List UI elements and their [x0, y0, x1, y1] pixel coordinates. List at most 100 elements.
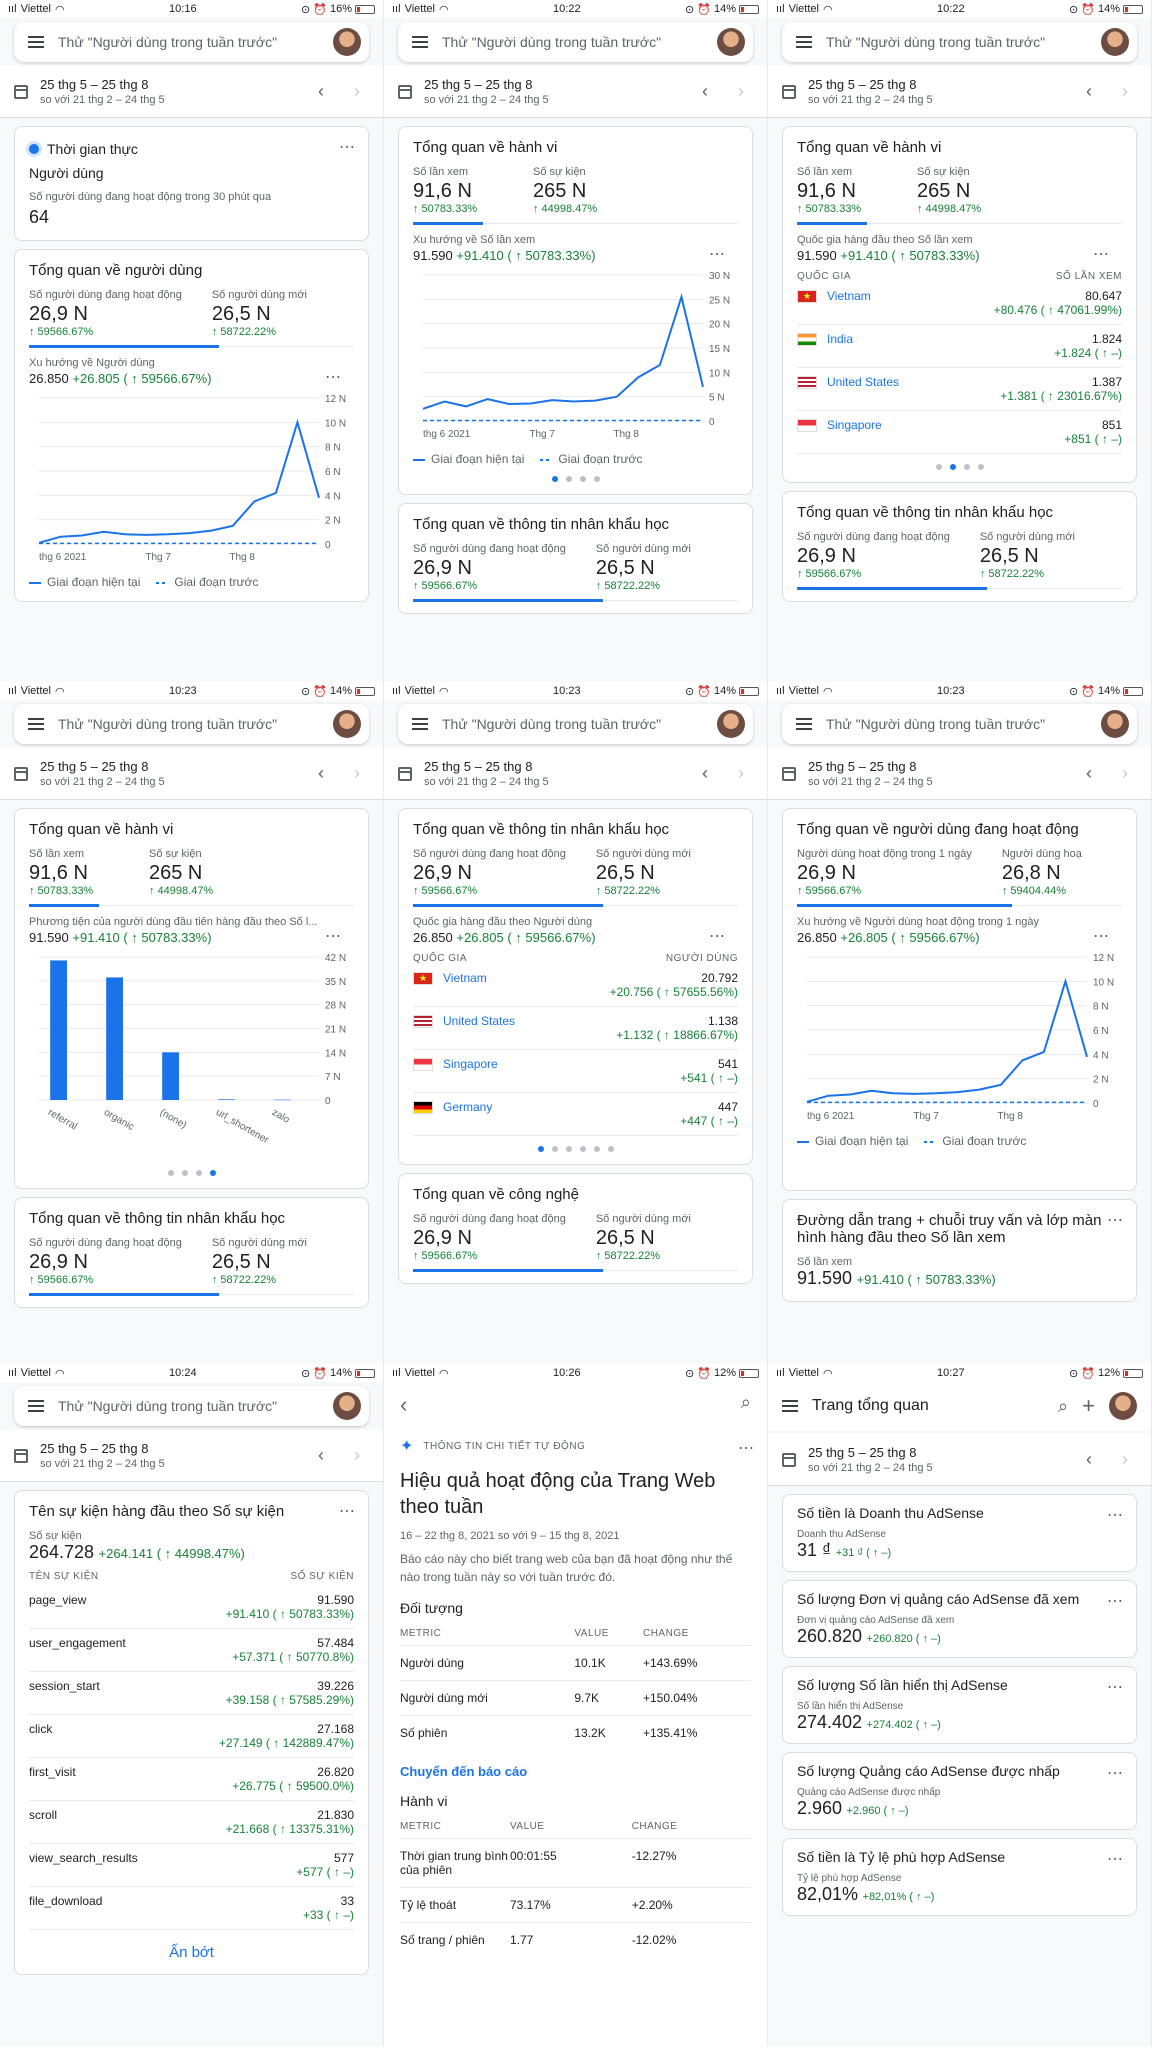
country-name[interactable]: India [827, 332, 854, 346]
show-less-button[interactable]: Ẩn bớt [169, 1944, 214, 1961]
pager-dot[interactable] [565, 476, 572, 482]
more-options-icon[interactable]: ⋯ [1107, 1765, 1124, 1782]
behavior-metrics[interactable]: Số lần xem 91,6 N ↑ 50783.33% Số sự kiện 26… [797, 166, 1122, 225]
metric-events[interactable]: Số sự kiện 265 N ↑ 44998.47% [149, 848, 239, 897]
metric-active-users[interactable]: Số người dùng đang hoạt động 26,9 N ↑ 5956… [29, 289, 182, 338]
search-bar[interactable]: Thử "Người dùng trong tuần trước" [14, 1386, 369, 1426]
more-options-icon[interactable]: ⋯ [1093, 246, 1110, 263]
avatar[interactable] [333, 28, 361, 56]
more-options-icon[interactable]: ⋯ [1107, 1679, 1124, 1696]
demographics-card[interactable]: Tổng quan về thông tin nhân khẩu học Số … [782, 491, 1137, 602]
next-period-icon[interactable]: › [354, 81, 360, 101]
country-row[interactable]: India 1.824 +1.824 ( ↑ –) [797, 325, 1122, 368]
event-row[interactable]: view_search_results 577 +577 ( ↑ –) [29, 1844, 354, 1887]
pager-dot[interactable] [209, 1170, 216, 1176]
metric-active-users[interactable]: Số người dùng đang hoạt động 26,9 N ↑ 5956… [797, 531, 950, 580]
next-period-icon[interactable]: › [354, 1445, 360, 1465]
adsense-card[interactable]: ⋯ Số tiền là Doanh thu AdSense Doanh thu A… [782, 1494, 1137, 1572]
event-row[interactable]: click 27.168 +27.149 ( ↑ 142889.47%) [29, 1715, 354, 1758]
date-range-bar[interactable]: 25 thg 5 – 25 thg 8 so với 21 thg 2 – 24 … [384, 66, 767, 118]
demographics-card[interactable]: Tổng quan về thông tin nhân khẩu học Số … [14, 1197, 369, 1308]
metric-views[interactable]: Số lần xem 91,6 N ↑ 50783.33% [797, 166, 887, 215]
country-name[interactable]: United States [827, 375, 900, 389]
calendar-icon[interactable] [14, 766, 28, 781]
pager-dot[interactable] [935, 464, 942, 470]
metric-new-users[interactable]: Số người dùng mới 26,5 N ↑ 58722.22% [596, 543, 691, 592]
next-period-icon[interactable]: › [354, 763, 360, 783]
adsense-card[interactable]: ⋯ Số lượng Quảng cáo AdSense được nhấp Quả… [782, 1752, 1137, 1830]
pager-dots[interactable] [797, 464, 1122, 470]
behavior-card[interactable]: Tổng quan về hành vi Số lần xem 91,6 N ↑ 5… [398, 126, 753, 495]
adsense-card[interactable]: ⋯ Số tiền là Tỷ lệ phù hợp AdSense Tỷ lệ p… [782, 1838, 1137, 1916]
menu-icon[interactable] [796, 36, 812, 48]
more-options-icon[interactable]: ⋯ [709, 246, 726, 263]
more-options-icon[interactable]: ⋯ [325, 369, 342, 386]
pager-dot[interactable] [949, 464, 956, 470]
add-icon[interactable]: + [1082, 1393, 1095, 1418]
pager-dot[interactable] [579, 476, 586, 482]
menu-icon[interactable] [782, 1400, 798, 1412]
pager-dots[interactable] [29, 1170, 354, 1176]
calendar-icon[interactable] [398, 766, 412, 781]
date-range-bar[interactable]: 25 thg 5 – 25 thg 8 so với 21 thg 2 – 24 … [0, 748, 383, 800]
active-users-card[interactable]: Tổng quan về người dùng đang hoạt động N… [782, 808, 1137, 1191]
date-range-bar[interactable]: 25 thg 5 – 25 thg 8 so với 21 thg 2 – 24 … [0, 66, 383, 118]
metric-1day[interactable]: Người dùng hoạt động trong 1 ngày 26,9 N ↑… [797, 848, 972, 897]
pager-dot[interactable] [551, 1146, 558, 1152]
date-range-bar[interactable]: 25 thg 5 – 25 thg 8 so với 21 thg 2 – 24 … [768, 66, 1151, 118]
metric-new-users[interactable]: Số người dùng mới 26,5 N ↑ 58722.22% [596, 848, 691, 897]
country-row[interactable]: Singapore 851 +851 ( ↑ –) [797, 411, 1122, 454]
more-options-icon[interactable]: ⋯ [339, 139, 356, 156]
pager-dot[interactable] [593, 476, 600, 482]
tech-card[interactable]: Tổng quan về công nghệ Số người dùng đan… [398, 1173, 753, 1284]
prev-period-icon[interactable]: ‹ [318, 763, 324, 783]
more-options-icon[interactable]: ⋯ [339, 1503, 356, 1520]
event-row[interactable]: scroll 21.830 +21.668 ( ↑ 13375.31%) [29, 1801, 354, 1844]
metric-active-users[interactable]: Số người dùng đang hoạt động 26,9 N ↑ 5956… [413, 543, 566, 592]
behavior-card[interactable]: Tổng quan về hành vi Số lần xem 91,6 N ↑ 5… [782, 126, 1137, 483]
more-options-icon[interactable]: ⋯ [709, 928, 726, 945]
demographics-metrics[interactable]: Số người dùng đang hoạt động 26,9 N ↑ 5956… [413, 848, 738, 907]
next-period-icon[interactable]: › [738, 81, 744, 101]
date-range-bar[interactable]: 25 thg 5 – 25 thg 8 so với 21 thg 2 – 24 … [768, 1434, 1151, 1486]
pager-dot[interactable] [181, 1170, 188, 1176]
metric-events[interactable]: Số sự kiện 265 N ↑ 44998.47% [917, 166, 1007, 215]
menu-icon[interactable] [28, 718, 44, 730]
country-name[interactable]: Germany [443, 1100, 493, 1114]
go-to-report-link[interactable]: Chuyển đến báo cáo [400, 1764, 528, 1779]
country-row[interactable]: United States 1.387 +1.381 ( ↑ 23016.67%) [797, 368, 1122, 411]
metric-views[interactable]: Số lần xem 91,6 N ↑ 50783.33% [413, 166, 503, 215]
next-period-icon[interactable]: › [1122, 1449, 1128, 1469]
demographics-metrics[interactable]: Số người dùng đang hoạt động 26,9 N ↑ 5956… [29, 289, 354, 348]
adsense-card[interactable]: ⋯ Số lượng Số lần hiển thị AdSense Số lần … [782, 1666, 1137, 1744]
metric-2[interactable]: Người dùng hoạ 26,8 N ↑ 59404.44% [1002, 848, 1092, 897]
pager-dot[interactable] [607, 1146, 614, 1152]
date-range-bar[interactable]: 25 thg 5 – 25 thg 8 so với 21 thg 2 – 24 … [384, 748, 767, 800]
more-options-icon[interactable]: ⋯ [1107, 1593, 1124, 1610]
demographics-metrics[interactable]: Số người dùng đang hoạt động 26,9 N ↑ 5956… [413, 1213, 738, 1272]
date-range-bar[interactable]: 25 thg 5 – 25 thg 8 so với 21 thg 2 – 24 … [0, 1430, 383, 1482]
metric-active-users[interactable]: Số người dùng đang hoạt động 26,9 N ↑ 5956… [29, 1237, 182, 1286]
next-period-icon[interactable]: › [1122, 763, 1128, 783]
metric-new-users[interactable]: Số người dùng mới 26,5 N ↑ 58722.22% [980, 531, 1075, 580]
prev-period-icon[interactable]: ‹ [318, 1445, 324, 1465]
country-name[interactable]: United States [443, 1014, 516, 1028]
behavior-metrics[interactable]: Số lần xem 91,6 N ↑ 50783.33% Số sự kiện 26… [413, 166, 738, 225]
prev-period-icon[interactable]: ‹ [1086, 81, 1092, 101]
next-period-icon[interactable]: › [1122, 81, 1128, 101]
prev-period-icon[interactable]: ‹ [702, 81, 708, 101]
avatar[interactable] [1109, 1392, 1137, 1420]
search-icon[interactable]: ⌕ [740, 1392, 751, 1412]
prev-period-icon[interactable]: ‹ [318, 81, 324, 101]
behavior-card[interactable]: Tổng quan về hành vi Số lần xem 91,6 N ↑ 5… [14, 808, 369, 1189]
country-row[interactable]: United States 1.138 +1.132 ( ↑ 18866.67%) [413, 1007, 738, 1050]
metric-active-users[interactable]: Số người dùng đang hoạt động 26,9 N ↑ 5956… [413, 848, 566, 897]
more-options-icon[interactable]: ⋯ [1107, 1212, 1124, 1229]
country-name[interactable]: Singapore [443, 1057, 498, 1071]
pager-dot[interactable] [195, 1170, 202, 1176]
avatar[interactable] [1101, 710, 1129, 738]
pager-dots[interactable] [413, 1146, 738, 1152]
more-options-icon[interactable]: ⋯ [1107, 1851, 1124, 1868]
calendar-icon[interactable] [782, 84, 796, 99]
avatar[interactable] [333, 1392, 361, 1420]
